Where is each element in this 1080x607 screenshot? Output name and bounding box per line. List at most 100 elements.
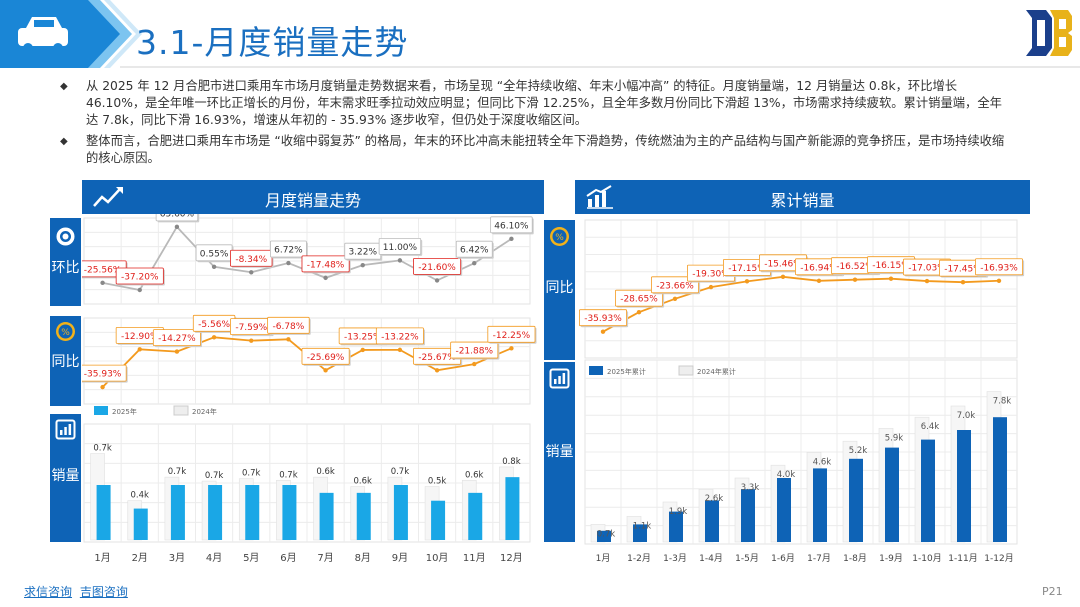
cum-bar-label-12: 7.8k — [993, 397, 1012, 407]
cum-bar-2025-1 — [597, 530, 611, 542]
cum-yoy-label-12-text: -16.93% — [980, 263, 1018, 273]
yoy-label-10-text: -25.67% — [418, 353, 456, 363]
mom-label-4-text: 0.55% — [200, 249, 229, 259]
cum-yoy-label-2: -28.65% — [615, 289, 665, 308]
bar-2025-2 — [133, 508, 148, 540]
bar-label-10: 0.5k — [428, 477, 447, 487]
x-tick-11: 11月 — [463, 552, 486, 564]
bar-2025-6 — [282, 485, 297, 540]
legend-2024-cum-label: 2024年累计 — [697, 367, 736, 376]
svg-text:%: % — [61, 328, 70, 338]
left-monthly-chart: -25.56%-37.20% 65.60% 0.55% -8.34% 6.72% -17.… — [82, 214, 537, 564]
mom-label-6-box — [270, 240, 307, 258]
cum-bar-2025-7 — [813, 468, 827, 542]
bar-chart-icon — [55, 419, 76, 440]
right-xiaoliang-text: 销量 — [545, 444, 574, 460]
huanbi-text: 环比 — [51, 260, 80, 276]
bullet-2: ◆ 整体而言，合肥进口乘用车市场是 “收缩中弱复苏” 的格局，年末的环比冲高未能扭… — [58, 133, 1008, 167]
cum-yoy-point-10 — [924, 278, 930, 284]
mom-label-2-text: -37.20% — [121, 272, 159, 282]
legend-2024-cum-swatch — [678, 365, 694, 376]
cum-yoy-label-3-text: -23.66% — [656, 281, 694, 291]
cum-yoy-point-8 — [852, 277, 858, 282]
bar-2025-10 — [431, 500, 446, 540]
yoy-label-6: -6.78% — [267, 316, 311, 335]
legend-2024-label: 2024年 — [192, 407, 217, 416]
cum-x-tick-4: 1-4月 — [699, 553, 723, 564]
cum-bar-label-7: 4.6k — [813, 457, 832, 467]
mom-label-10: -21.60% — [413, 258, 463, 276]
x-tick-3: 3月 — [169, 552, 185, 564]
bullet-2-text: 整体而言，合肥进口乘用车市场是 “收缩中弱复苏” 的格局，年末的环比冲高未能扭转… — [86, 134, 1005, 165]
yoy-label-6-text: -6.78% — [272, 322, 304, 332]
bar-2025-12 — [505, 477, 520, 540]
cum-x-tick-8: 1-8月 — [843, 553, 867, 564]
mom-label-11-text: 6.42% — [460, 246, 489, 256]
yoy-label-1-box — [82, 364, 127, 382]
x-tick-10: 10月 — [426, 552, 449, 564]
yoy-label-3-box — [152, 329, 201, 347]
mom-label-7-text: -17.48% — [307, 260, 345, 270]
cum-bar-label-3: 1.9k — [669, 507, 688, 517]
yoy-label-6-box — [267, 316, 310, 334]
mom-label-2-box — [115, 267, 164, 285]
brand-logo-icon — [1026, 10, 1072, 56]
bullet-1-text: 从 2025 年 12 月合肥市进口乘用车市场月度销量走势数据来看，市场呈现 “… — [86, 79, 1002, 127]
cum-yoy-point-11 — [960, 279, 966, 285]
yoy-point-3 — [174, 349, 180, 354]
yoy-label-5-text: -7.59% — [235, 323, 267, 333]
legend-2025-swatch — [94, 406, 108, 415]
yoy-label-12-text: -12.25% — [493, 331, 531, 341]
cum-yoy-point-1 — [600, 329, 606, 334]
cum-bar-label-10: 6.4k — [921, 422, 940, 432]
bar-2025-4 — [208, 485, 223, 540]
mom-label-3: 65.60% — [155, 214, 200, 223]
cum-yoy-label-3-box — [651, 276, 700, 294]
mom-label-3-text: 65.60% — [160, 214, 195, 219]
bar-trend-icon — [586, 185, 613, 209]
footer-link-jitu[interactable]: 吉图咨询 — [79, 585, 128, 599]
yoy-label-3: -14.27% — [152, 329, 203, 348]
mom-point-5 — [249, 270, 254, 275]
bar-label-4: 0.7k — [205, 471, 224, 481]
mom-label-8: 3.22% — [344, 242, 383, 261]
bar-label-3: 0.7k — [168, 467, 187, 477]
bar-2025-1 — [96, 485, 111, 540]
left-panel-title: 月度销量走势 — [264, 191, 361, 210]
yoy-point-5 — [249, 338, 254, 343]
cum-yoy-label-9-text: -16.15% — [872, 261, 910, 271]
yoy-label-11-text: -21.88% — [455, 347, 493, 357]
yoy-label-11-box — [450, 341, 499, 359]
bar-2025-9 — [393, 485, 408, 540]
mom-label-7: -17.48% — [301, 255, 351, 274]
tongbi-text: 同比 — [51, 354, 80, 370]
bar-label-11: 0.6k — [465, 470, 484, 480]
mom-point-6 — [286, 260, 291, 266]
car-icon — [18, 17, 68, 53]
mom-label-6: 6.72% — [270, 240, 308, 259]
legend-2024-swatch — [173, 405, 189, 416]
x-tick-8: 8月 — [355, 552, 371, 564]
cum-yoy-point-6 — [780, 274, 786, 280]
mom-label-10-box — [413, 258, 462, 275]
cum-bar-2025-12 — [993, 417, 1007, 542]
summary-text: ◆ 从 2025 年 12 月合肥市进口乘用车市场月度销量走势数据来看，市场呈现 … — [58, 78, 1008, 171]
mom-point-2 — [137, 287, 142, 293]
yoy-point-4 — [211, 335, 217, 340]
cum-bar-2025-6 — [777, 478, 791, 542]
xiaoliang-text: 销量 — [51, 468, 80, 484]
yoy-label-9-text: -13.22% — [381, 332, 419, 342]
yoy-label-7-box — [301, 347, 350, 365]
bar-2025-8 — [356, 492, 371, 540]
yoy-label-9-box — [375, 327, 424, 345]
legend-2025-label: 2025年 — [112, 407, 137, 416]
cum-yoy-label-12: -16.93% — [974, 258, 1025, 277]
bar-chart-icon — [549, 368, 570, 389]
yoy-label-8-text: -13.25% — [344, 332, 382, 342]
cum-yoy-point-5 — [744, 279, 750, 284]
x-tick-1: 1月 — [94, 552, 110, 564]
yoy-label-4: -5.56% — [192, 314, 237, 333]
cum-bar-2025-4 — [705, 500, 719, 542]
footer-link-qiuxin[interactable]: 求信咨询 — [24, 585, 73, 599]
cum-x-tick-1: 1月 — [596, 553, 611, 564]
